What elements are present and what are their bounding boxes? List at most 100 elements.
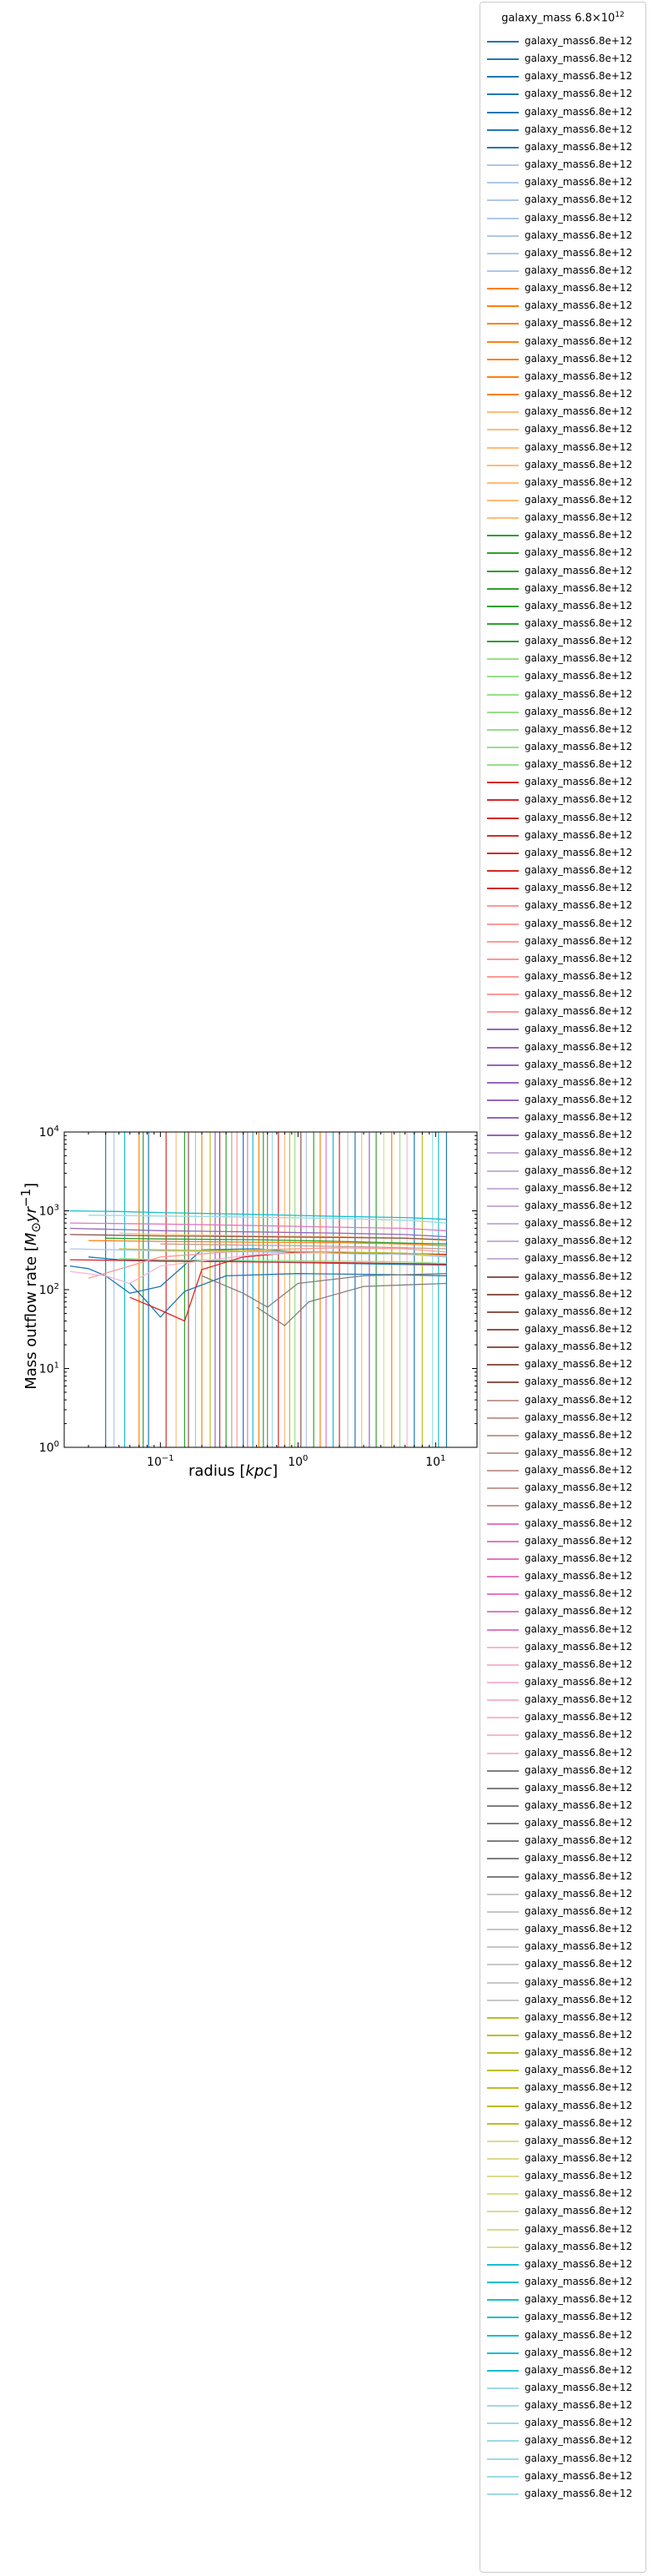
legend-entry: galaxy_mass6.8e+12 xyxy=(487,2485,642,2503)
legend-label: galaxy_mass6.8e+12 xyxy=(525,1464,633,1477)
legend-label: galaxy_mass6.8e+12 xyxy=(525,1217,633,1229)
legend-label: galaxy_mass6.8e+12 xyxy=(525,2152,633,2164)
legend-line-swatch xyxy=(487,2423,519,2425)
legend-line-swatch xyxy=(487,41,519,43)
legend-entry: galaxy_mass6.8e+12 xyxy=(487,615,642,632)
legend-label: galaxy_mass6.8e+12 xyxy=(525,1446,633,1458)
legend-line-swatch xyxy=(487,2475,519,2478)
legend-entry: galaxy_mass6.8e+12 xyxy=(487,1162,642,1180)
legend-label: galaxy_mass6.8e+12 xyxy=(525,370,633,382)
legend-line-swatch xyxy=(487,1223,519,1225)
legend-line-swatch xyxy=(487,1135,519,1137)
legend-label: galaxy_mass6.8e+12 xyxy=(525,846,633,858)
legend-line-swatch xyxy=(487,1646,519,1648)
legend-entry: galaxy_mass6.8e+12 xyxy=(487,420,642,438)
legend-entry: galaxy_mass6.8e+12 xyxy=(487,2291,642,2308)
legend-entry: galaxy_mass6.8e+12 xyxy=(487,1303,642,1321)
legend-label: galaxy_mass6.8e+12 xyxy=(525,2116,633,2129)
legend-label: galaxy_mass6.8e+12 xyxy=(525,1164,633,1176)
y-tick-label-3: 103 xyxy=(39,1204,59,1219)
legend-entry: galaxy_mass6.8e+12 xyxy=(487,456,642,474)
legend-line-swatch xyxy=(487,1117,519,1119)
legend-line-swatch xyxy=(487,269,519,272)
legend-line-swatch xyxy=(487,1205,519,1207)
legend-line-swatch xyxy=(487,93,519,96)
legend-entry: galaxy_mass6.8e+12 xyxy=(487,1974,642,1991)
y-tick-label-1: 101 xyxy=(39,1361,59,1376)
legend-line-swatch xyxy=(487,1416,519,1419)
legend-line-swatch xyxy=(487,340,519,343)
legend-line-swatch xyxy=(487,1717,519,1719)
legend-line-swatch xyxy=(487,2246,519,2248)
legend-entry: galaxy_mass6.8e+12 xyxy=(487,1797,642,1814)
legend-label: galaxy_mass6.8e+12 xyxy=(525,493,633,506)
legend-entry: galaxy_mass6.8e+12 xyxy=(487,1356,642,1373)
legend-label: galaxy_mass6.8e+12 xyxy=(525,440,633,453)
legend-label: galaxy_mass6.8e+12 xyxy=(525,1023,633,1035)
legend-entry: galaxy_mass6.8e+12 xyxy=(487,809,642,827)
legend-label: galaxy_mass6.8e+12 xyxy=(525,1322,633,1335)
legend-entry: galaxy_mass6.8e+12 xyxy=(487,1479,642,1497)
legend-line-swatch xyxy=(487,693,519,696)
legend-line-swatch xyxy=(487,852,519,854)
legend-entry: galaxy_mass6.8e+12 xyxy=(487,509,642,526)
legend-label: galaxy_mass6.8e+12 xyxy=(525,1587,633,1600)
y-tick-label-0: 100 xyxy=(39,1440,59,1455)
legend-entry: galaxy_mass6.8e+12 xyxy=(487,1250,642,1267)
legend-line-swatch xyxy=(487,535,519,537)
legend-line-swatch xyxy=(487,1522,519,1525)
legend-entry: galaxy_mass6.8e+12 xyxy=(487,773,642,791)
legend-label: galaxy_mass6.8e+12 xyxy=(525,2293,633,2306)
legend-entry: galaxy_mass6.8e+12 xyxy=(487,2238,642,2256)
legend-label: galaxy_mass6.8e+12 xyxy=(525,687,633,700)
legend-label: galaxy_mass6.8e+12 xyxy=(525,194,633,206)
legend-label: galaxy_mass6.8e+12 xyxy=(525,458,633,470)
legend-label: galaxy_mass6.8e+12 xyxy=(525,229,633,241)
legend-entry: galaxy_mass6.8e+12 xyxy=(487,50,642,68)
legend-entry: galaxy_mass6.8e+12 xyxy=(487,2009,642,2026)
legend-entry: galaxy_mass6.8e+12 xyxy=(487,1039,642,1056)
legend-line-swatch xyxy=(487,234,519,237)
legend-entry: galaxy_mass6.8e+12 xyxy=(487,33,642,50)
legend-line-swatch xyxy=(487,605,519,607)
legend-line-swatch xyxy=(487,2317,519,2319)
legend-line-swatch xyxy=(487,1681,519,1683)
legend-entry: galaxy_mass6.8e+12 xyxy=(487,1708,642,1726)
legend-label: galaxy_mass6.8e+12 xyxy=(525,352,633,365)
legend-label: galaxy_mass6.8e+12 xyxy=(525,1570,633,1582)
legend-entry: galaxy_mass6.8e+12 xyxy=(487,279,642,297)
legend-label: galaxy_mass6.8e+12 xyxy=(525,741,633,752)
legend-label: galaxy_mass6.8e+12 xyxy=(525,1958,633,1970)
x-tick-label-2: 101 xyxy=(425,1454,445,1469)
legend-line-swatch xyxy=(487,517,519,519)
legend-label: galaxy_mass6.8e+12 xyxy=(525,899,633,912)
legend-label: galaxy_mass6.8e+12 xyxy=(525,529,633,541)
legend-entry: galaxy_mass6.8e+12 xyxy=(487,721,642,738)
legend-entry: galaxy_mass6.8e+12 xyxy=(487,1444,642,1462)
legend-line-swatch xyxy=(487,2440,519,2443)
legend-label: galaxy_mass6.8e+12 xyxy=(525,1358,633,1371)
series-line-8 xyxy=(69,1259,447,1265)
legend-label: galaxy_mass6.8e+12 xyxy=(525,722,633,735)
legend-line-swatch xyxy=(487,641,519,643)
series-line-6 xyxy=(105,1237,447,1245)
legend-label: galaxy_mass6.8e+12 xyxy=(525,1428,633,1441)
series-line-12 xyxy=(69,1234,447,1240)
legend-label: galaxy_mass6.8e+12 xyxy=(525,917,633,929)
legend-line-swatch xyxy=(487,1364,519,1366)
legend-label: galaxy_mass6.8e+12 xyxy=(525,2222,633,2235)
legend-line-swatch xyxy=(487,1170,519,1172)
legend-label: galaxy_mass6.8e+12 xyxy=(525,1199,633,1211)
legend-label: galaxy_mass6.8e+12 xyxy=(525,123,633,135)
legend-entry: galaxy_mass6.8e+12 xyxy=(487,350,642,368)
legend-entry: galaxy_mass6.8e+12 xyxy=(487,2397,642,2414)
series-line-4 xyxy=(88,1240,447,1247)
legend-line-swatch xyxy=(487,2122,519,2125)
legend-line-swatch xyxy=(487,358,519,360)
legend-line-swatch xyxy=(487,1293,519,1296)
legend-line-swatch xyxy=(487,288,519,290)
series-line-15 xyxy=(69,1251,447,1285)
legend-entry: galaxy_mass6.8e+12 xyxy=(487,1744,642,1762)
legend-line-swatch xyxy=(487,711,519,713)
legend-label: galaxy_mass6.8e+12 xyxy=(525,2081,633,2094)
